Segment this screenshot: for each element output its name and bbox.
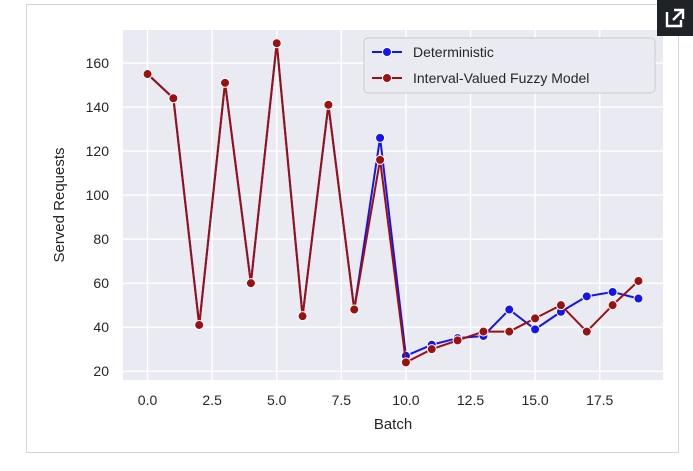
series-lines bbox=[142, 38, 644, 368]
data-point bbox=[220, 77, 231, 88]
data-point bbox=[530, 324, 541, 335]
legend-marker-deterministic bbox=[382, 47, 392, 57]
data-point bbox=[400, 357, 411, 368]
legend-label-deterministic: Deterministic bbox=[413, 44, 494, 60]
data-point bbox=[555, 300, 566, 311]
legend-label-fuzzy: Interval-Valued Fuzzy Model bbox=[413, 70, 589, 86]
y-tick-label: 40 bbox=[93, 319, 109, 335]
data-point bbox=[426, 344, 437, 355]
data-point bbox=[581, 326, 592, 337]
data-point bbox=[375, 132, 386, 143]
line-chart: 0.0 2.5 5.0 7.5 10.0 12.5 15.0 17.5 20 40 60 80 100… bbox=[51, 30, 663, 433]
x-tick-labels: 0.0 2.5 5.0 7.5 10.0 12.5 15.0 17.5 bbox=[138, 392, 614, 408]
x-tick-label: 7.5 bbox=[332, 392, 352, 408]
data-point bbox=[323, 99, 334, 110]
data-point bbox=[297, 311, 308, 322]
legend-box bbox=[363, 37, 656, 94]
x-tick-label: 17.5 bbox=[586, 392, 613, 408]
data-point bbox=[271, 38, 282, 49]
x-tick-label: 15.0 bbox=[521, 392, 548, 408]
data-point bbox=[142, 69, 153, 80]
y-tick-label: 160 bbox=[86, 55, 110, 71]
data-point bbox=[478, 326, 489, 337]
chart-frame: 0.0 2.5 5.0 7.5 10.0 12.5 15.0 17.5 20 40 60 80 100… bbox=[26, 4, 679, 453]
expand-button[interactable] bbox=[657, 0, 693, 36]
x-axis-label: Batch bbox=[374, 416, 412, 433]
data-point bbox=[375, 154, 386, 165]
legend-marker-fuzzy bbox=[382, 73, 392, 83]
legend: Deterministic Interval-Valued Fuzzy Mode… bbox=[363, 37, 656, 94]
y-tick-labels: 20 40 60 80 100 120 140 160 bbox=[86, 55, 110, 379]
y-tick-label: 80 bbox=[93, 231, 109, 247]
y-axis-label: Served Requests bbox=[51, 147, 68, 262]
x-tick-label: 12.5 bbox=[457, 392, 484, 408]
data-point bbox=[633, 293, 644, 304]
data-point bbox=[633, 275, 644, 286]
data-point bbox=[530, 313, 541, 324]
y-tick-label: 100 bbox=[86, 187, 110, 203]
y-tick-label: 120 bbox=[86, 143, 110, 159]
x-tick-label: 0.0 bbox=[138, 392, 158, 408]
x-tick-label: 2.5 bbox=[202, 392, 222, 408]
data-point bbox=[452, 335, 463, 346]
external-link-icon bbox=[665, 8, 685, 28]
data-point bbox=[581, 291, 592, 302]
data-point bbox=[245, 278, 256, 289]
data-point bbox=[349, 304, 360, 315]
x-tick-label: 10.0 bbox=[392, 392, 419, 408]
x-tick-label: 5.0 bbox=[267, 392, 287, 408]
data-point bbox=[607, 300, 618, 311]
data-point bbox=[607, 286, 618, 297]
series-1 bbox=[142, 38, 644, 368]
y-tick-label: 140 bbox=[86, 99, 110, 115]
y-tick-label: 20 bbox=[93, 363, 109, 379]
y-tick-label: 60 bbox=[93, 275, 109, 291]
data-point bbox=[504, 326, 515, 337]
data-point bbox=[504, 304, 515, 315]
data-point bbox=[194, 319, 205, 330]
data-point bbox=[168, 93, 179, 104]
